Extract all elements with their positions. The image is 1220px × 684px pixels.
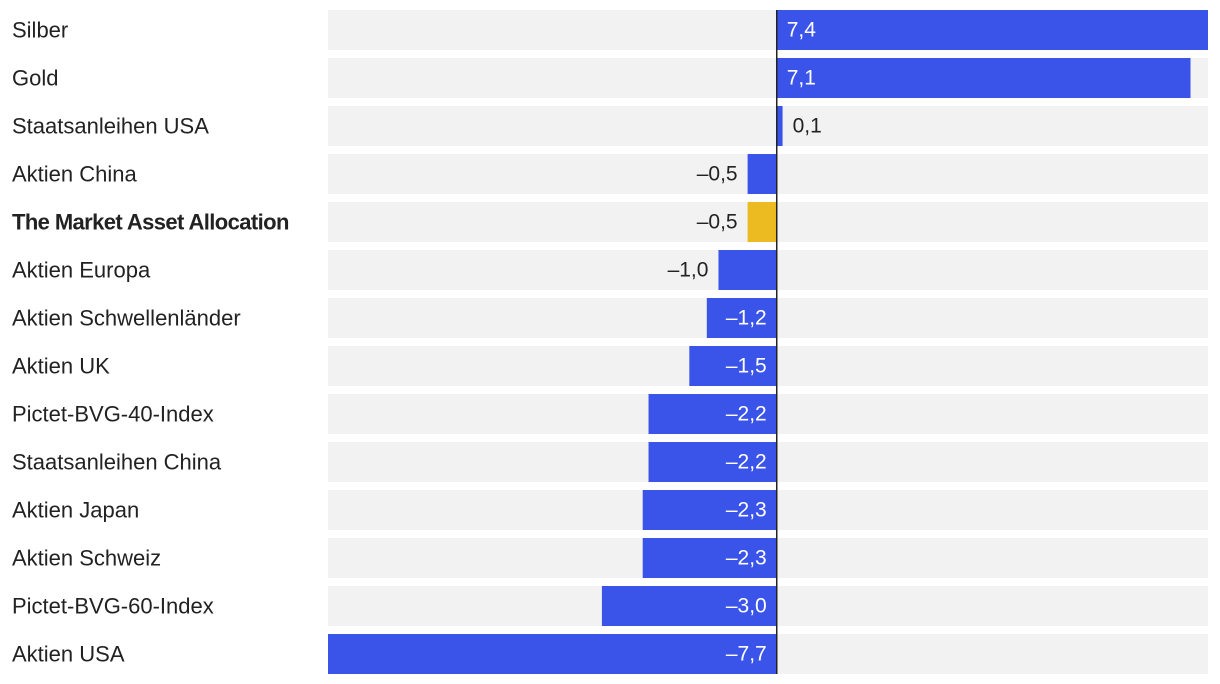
value-label: –1,5: [726, 355, 767, 378]
value-label: –2,2: [726, 403, 767, 426]
bar: [648, 442, 777, 482]
value-label: –3,0: [726, 595, 767, 618]
category-label: Aktien Schweiz: [12, 546, 161, 571]
bar: [776, 58, 1191, 98]
value-label: –2,3: [726, 499, 767, 522]
category-label: Aktien USA: [12, 642, 125, 667]
value-label: 7,1: [787, 67, 816, 90]
bar: [718, 250, 777, 290]
bar: [706, 298, 777, 338]
category-label-group: Silber Gold Staatsanleihen USA Aktien China…: [12, 18, 290, 667]
value-label: –1,0: [668, 259, 709, 282]
value-label: 0,1: [793, 115, 822, 138]
value-label: –2,2: [726, 451, 767, 474]
bar: [642, 490, 777, 530]
bar: [689, 346, 777, 386]
bar-track: [328, 106, 1208, 146]
category-label: Staatsanleihen China: [12, 450, 222, 475]
category-label: Aktien China: [12, 162, 138, 187]
bar: [642, 538, 777, 578]
category-label: Aktien UK: [12, 354, 110, 379]
bar: [328, 634, 777, 674]
category-label: The Market Asset Allocation: [12, 210, 289, 235]
bar-highlight: [747, 202, 777, 242]
bar: [776, 10, 1208, 50]
value-label: –7,7: [726, 643, 767, 666]
value-label: –2,3: [726, 547, 767, 570]
category-label: Gold: [12, 66, 58, 91]
category-label: Aktien Japan: [12, 498, 139, 523]
bar: [601, 586, 777, 626]
value-label: –0,5: [697, 163, 738, 186]
bar: [776, 106, 783, 146]
value-label-group: 7,4 7,1 0,1 –0,5 –0,5 –1,0 –1,2 –1,5 –2,2 –2,2 –2,…: [668, 19, 822, 666]
category-label: Pictet-BVG-40-Index: [12, 402, 214, 427]
value-label: 7,4: [787, 19, 817, 42]
category-label: Aktien Europa: [12, 258, 151, 283]
category-label: Aktien Schwellenländer: [12, 306, 241, 331]
category-label: Pictet-BVG-60-Index: [12, 594, 214, 619]
category-label: Staatsanleihen USA: [12, 114, 209, 139]
bar: [747, 154, 777, 194]
bar: [648, 394, 777, 434]
value-label: –0,5: [697, 211, 738, 234]
category-label: Silber: [12, 18, 68, 43]
value-label: –1,2: [726, 307, 767, 330]
bar-group: [328, 10, 1208, 674]
